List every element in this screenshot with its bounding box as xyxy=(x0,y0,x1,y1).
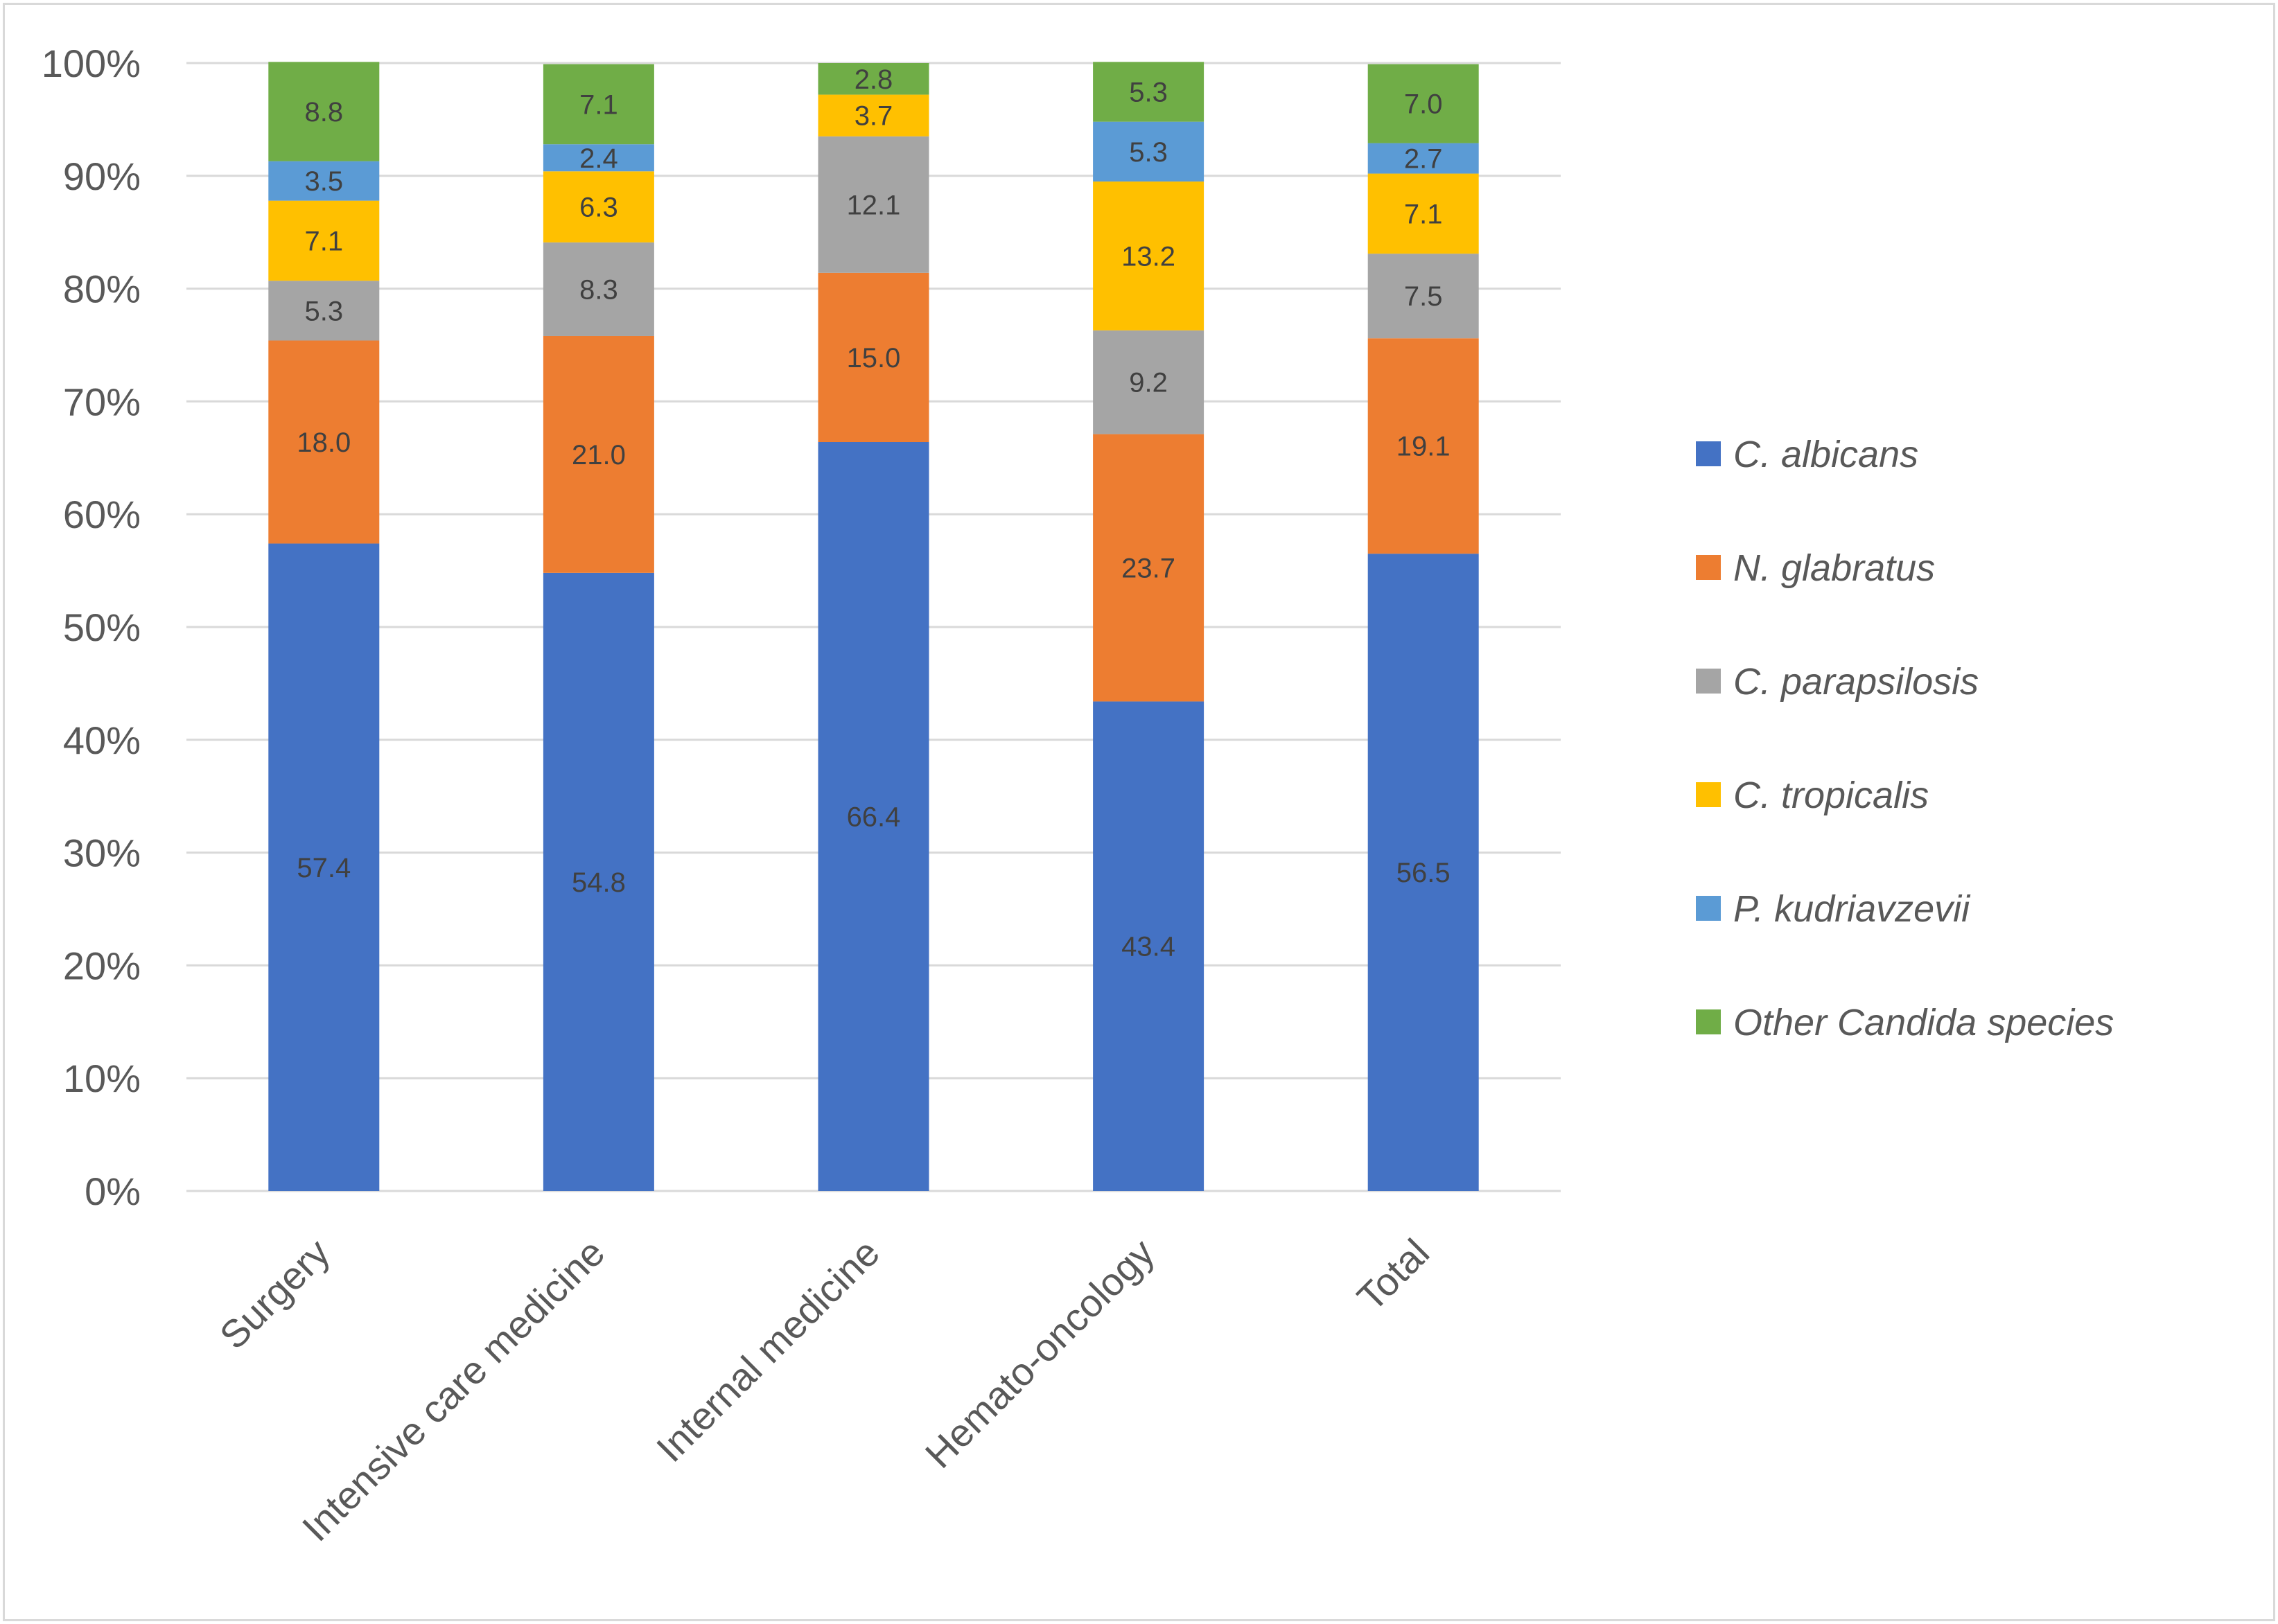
bar-segment xyxy=(1093,62,1204,122)
x-category-label: Hemato-oncology xyxy=(917,1230,1163,1476)
bar-segment xyxy=(543,242,654,336)
data-label: 5.3 xyxy=(304,296,343,326)
data-label: 6.3 xyxy=(579,193,618,223)
data-label: 7.1 xyxy=(304,226,343,256)
bar-segment xyxy=(268,62,380,161)
y-tick-label: 60% xyxy=(63,493,141,536)
data-label: 57.4 xyxy=(297,853,351,883)
bar-segment xyxy=(543,335,654,573)
x-category-label: Total xyxy=(1349,1230,1437,1319)
bar-segment xyxy=(1367,554,1479,1191)
data-label: 21.0 xyxy=(572,440,626,470)
data-label: 5.3 xyxy=(1129,78,1168,108)
y-tick-label: 0% xyxy=(85,1170,141,1213)
bar-segment xyxy=(1367,143,1479,174)
legend-swatch xyxy=(1696,555,1721,580)
y-tick-label: 20% xyxy=(63,944,141,987)
data-label: 19.1 xyxy=(1396,432,1451,462)
bar-segment xyxy=(543,171,654,242)
bar-segment xyxy=(1093,330,1204,434)
data-label: 15.0 xyxy=(847,343,901,373)
bar-segment xyxy=(543,64,654,145)
data-label: 7.1 xyxy=(1404,199,1443,229)
bar-segment xyxy=(543,144,654,172)
legend-item: P. kudriavzevii xyxy=(1696,888,1971,930)
data-labels: 57.4 18.0 5.3 7.1 3.5 8.8 54.8 21.0 8.3 6.3 2.4 7.1… xyxy=(297,64,1450,962)
x-category-label: Internal medicine xyxy=(648,1230,888,1470)
legend-item: N. glabratus xyxy=(1696,547,1935,589)
data-label: 18.0 xyxy=(297,427,351,458)
data-label: 2.8 xyxy=(855,64,893,95)
bar-segment xyxy=(268,340,380,544)
data-label: 2.7 xyxy=(1404,144,1443,175)
data-label: 3.5 xyxy=(304,166,343,197)
x-category-label: Surgery xyxy=(211,1230,338,1357)
bar-segment xyxy=(268,543,380,1191)
data-label: 43.4 xyxy=(1121,932,1175,962)
legend-item: C. parapsilosis xyxy=(1696,661,1979,703)
bar-segment xyxy=(1367,64,1479,143)
y-axis-ticks: 0% 10% 20% 30% 40% 50% 60% 70% 80% 90% 100% xyxy=(42,42,141,1213)
bar-segment xyxy=(1093,434,1204,702)
y-tick-label: 50% xyxy=(63,606,141,649)
y-tick-label: 10% xyxy=(63,1057,141,1100)
data-label: 66.4 xyxy=(847,802,901,833)
x-category-label: Intensive care medicine xyxy=(294,1230,613,1550)
legend-item: C. albicans xyxy=(1696,434,1918,475)
data-label: 7.5 xyxy=(1404,281,1443,312)
bar-segment xyxy=(818,272,929,443)
y-tick-label: 30% xyxy=(63,831,141,875)
data-label: 5.3 xyxy=(1129,137,1168,168)
data-label: 7.1 xyxy=(579,89,618,120)
legend-label: N. glabratus xyxy=(1733,547,1935,589)
bar-segment xyxy=(268,200,380,281)
bar-segment xyxy=(543,572,654,1191)
y-tick-label: 80% xyxy=(63,267,141,311)
data-label: 9.2 xyxy=(1129,368,1168,398)
bar-segment xyxy=(818,442,929,1191)
legend-label: C. albicans xyxy=(1733,434,1918,475)
legend-swatch xyxy=(1696,896,1721,921)
legend-item: C. tropicalis xyxy=(1696,775,1929,816)
chart-frame: 0% 10% 20% 30% 40% 50% 60% 70% 80% 90% 100% 57.4 18… xyxy=(3,3,2275,1621)
y-tick-label: 70% xyxy=(63,380,141,423)
y-tick-label: 40% xyxy=(63,718,141,762)
bar-segment xyxy=(818,63,929,95)
bar-segment xyxy=(1367,254,1479,339)
bar-segment xyxy=(818,94,929,136)
y-tick-label: 100% xyxy=(42,42,141,85)
data-label: 8.8 xyxy=(304,97,343,127)
data-label: 3.7 xyxy=(855,101,893,132)
data-label: 8.3 xyxy=(579,274,618,305)
data-label: 56.5 xyxy=(1396,858,1451,888)
bar-segment xyxy=(1367,338,1479,554)
data-label: 54.8 xyxy=(572,867,626,898)
data-label: 7.0 xyxy=(1404,89,1443,120)
bar-segment xyxy=(268,161,380,201)
data-label: 12.1 xyxy=(847,190,901,220)
bar-segment xyxy=(1367,173,1479,254)
bar-segment xyxy=(1093,181,1204,330)
data-label: 23.7 xyxy=(1121,554,1175,584)
bar-segment xyxy=(268,281,380,341)
legend-label: P. kudriavzevii xyxy=(1733,888,1971,930)
legend-swatch xyxy=(1696,669,1721,694)
y-tick-label: 90% xyxy=(63,155,141,198)
legend-label: C. parapsilosis xyxy=(1733,661,1979,703)
legend: C. albicans N. glabratus C. parapsilosis C.… xyxy=(1696,434,2114,1043)
stacked-bar-chart: 0% 10% 20% 30% 40% 50% 60% 70% 80% 90% 100% 57.4 18… xyxy=(42,42,2114,1550)
legend-swatch xyxy=(1696,441,1721,466)
bar-segment xyxy=(1093,701,1204,1191)
data-label: 13.2 xyxy=(1121,241,1175,272)
legend-item: Other Candida species xyxy=(1696,1002,2114,1043)
bar-segment xyxy=(818,136,929,273)
bar-segment xyxy=(1093,121,1204,182)
legend-label: C. tropicalis xyxy=(1733,775,1929,816)
bars xyxy=(268,62,1479,1191)
legend-label: Other Candida species xyxy=(1733,1002,2114,1043)
legend-swatch xyxy=(1696,782,1721,807)
legend-swatch xyxy=(1696,1009,1721,1034)
data-label: 2.4 xyxy=(579,143,618,174)
